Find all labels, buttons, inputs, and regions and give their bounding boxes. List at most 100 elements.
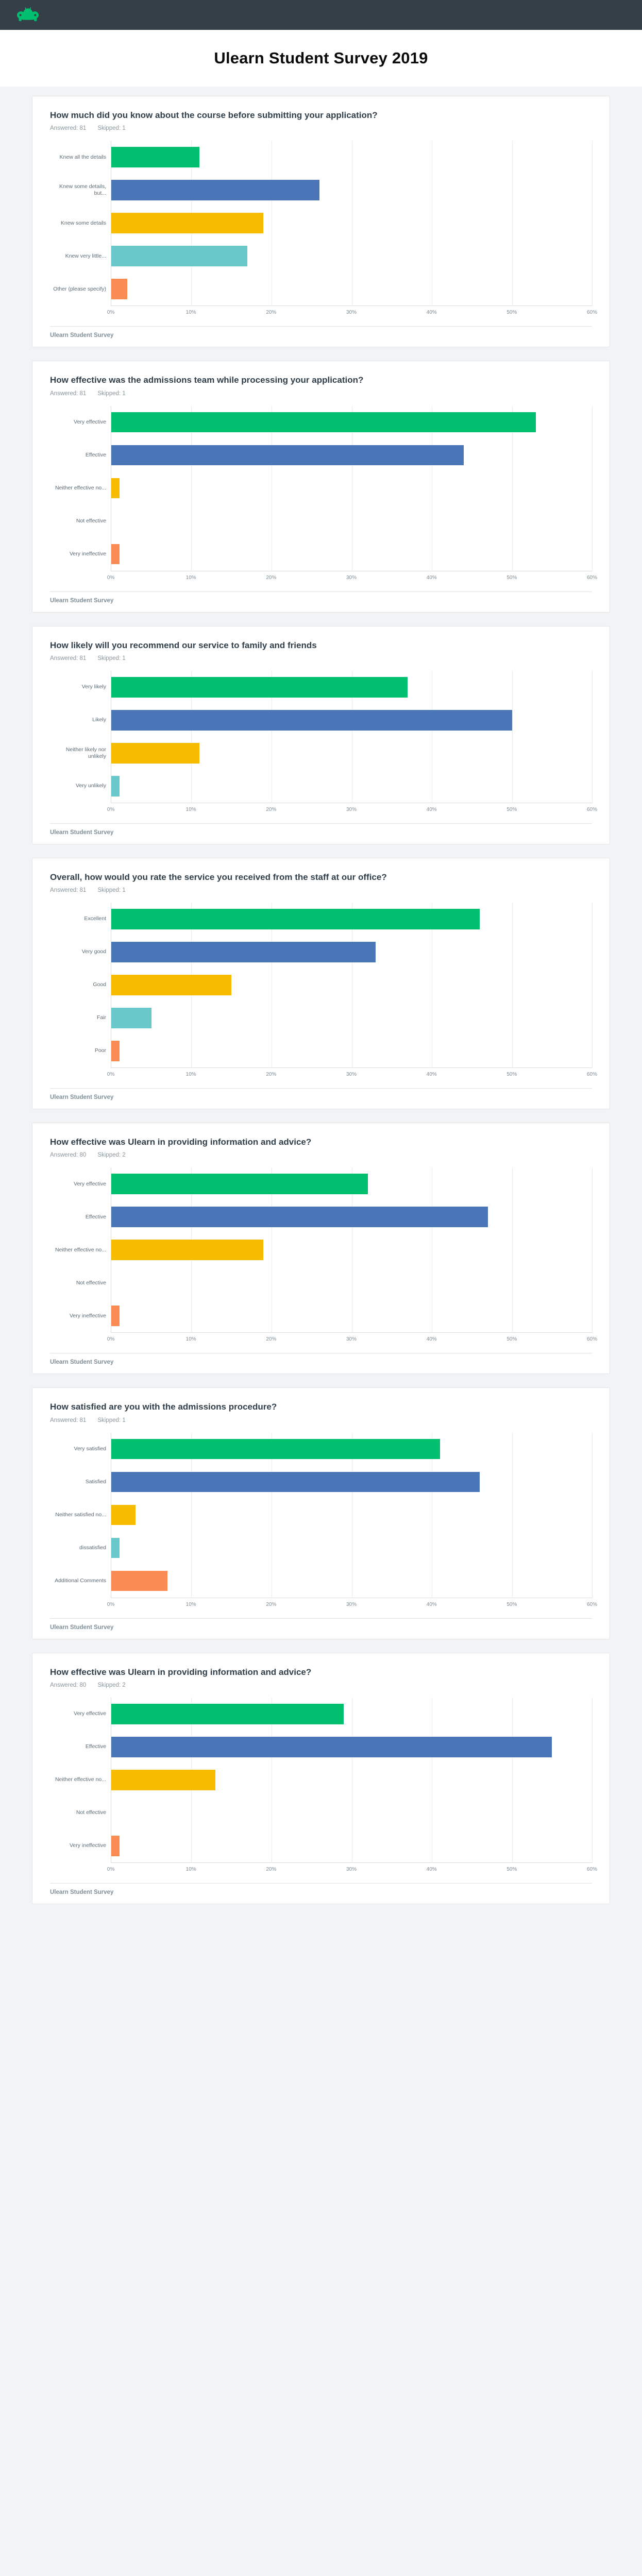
- bar[interactable]: [111, 147, 200, 168]
- question-response-meta: Answered: 81 Skipped: 1: [50, 655, 592, 662]
- bar[interactable]: [111, 445, 464, 466]
- bar-row[interactable]: [111, 505, 592, 538]
- bar[interactable]: [111, 775, 120, 796]
- bar-row[interactable]: [111, 1764, 592, 1797]
- bar[interactable]: [111, 1008, 151, 1028]
- bar-row[interactable]: [111, 538, 592, 571]
- category-label: Not effective: [76, 1279, 106, 1286]
- answered-count: Answered: 80: [50, 1152, 87, 1159]
- question-title: How satisfied are you with the admission…: [50, 1402, 277, 1412]
- bar-row[interactable]: [111, 439, 592, 472]
- bar-row[interactable]: [111, 1731, 592, 1764]
- bar[interactable]: [111, 1041, 120, 1061]
- card-footer-survey-name: Ulearn Student Survey: [50, 1883, 592, 1897]
- question-title: How much did you know about the course b…: [50, 110, 378, 120]
- category-label: Likely: [92, 717, 106, 723]
- bar-row[interactable]: [111, 704, 592, 737]
- bar-row[interactable]: [111, 1698, 592, 1731]
- surveymonkey-logo-icon[interactable]: [13, 7, 42, 23]
- bar-row[interactable]: [111, 1200, 592, 1233]
- x-axis-tick: 40%: [426, 574, 437, 581]
- bar[interactable]: [111, 412, 536, 433]
- bar[interactable]: [111, 1240, 264, 1261]
- bar-row[interactable]: [111, 903, 592, 936]
- bar[interactable]: [111, 1736, 552, 1757]
- question-response-meta: Answered: 80 Skipped: 2: [50, 1152, 592, 1158]
- survey-question-card: How satisfied are you with the admission…: [32, 1387, 610, 1639]
- bar-row[interactable]: [111, 273, 592, 306]
- bar-row[interactable]: [111, 1433, 592, 1466]
- bar[interactable]: [111, 279, 128, 300]
- x-axis-tick: 60%: [586, 1072, 598, 1077]
- bar-row[interactable]: [111, 1499, 592, 1532]
- bar-row[interactable]: [111, 737, 592, 770]
- answered-count: Answered: 81: [50, 887, 87, 893]
- x-axis-tick: 0%: [107, 1072, 115, 1077]
- bar-row[interactable]: [111, 141, 592, 174]
- card-body: How effective was the admissions team wh…: [32, 361, 610, 613]
- bar[interactable]: [111, 975, 232, 995]
- skipped-count: Skipped: 1: [97, 390, 126, 397]
- bar[interactable]: [111, 742, 200, 764]
- bar-row[interactable]: [111, 240, 592, 273]
- question-title: How effective was Ulearn in providing in…: [50, 1137, 312, 1147]
- bar-row[interactable]: [111, 1532, 592, 1565]
- bar[interactable]: [111, 1438, 440, 1460]
- category-label: Very good: [81, 948, 106, 955]
- bar[interactable]: [111, 1471, 480, 1493]
- bar-row[interactable]: [111, 406, 592, 439]
- bar[interactable]: [111, 1703, 344, 1724]
- bar[interactable]: [111, 1306, 120, 1327]
- bar[interactable]: [111, 909, 480, 929]
- bar[interactable]: [111, 1769, 216, 1790]
- bar[interactable]: [111, 676, 408, 698]
- bar-row[interactable]: [111, 936, 592, 969]
- bar[interactable]: [111, 246, 248, 267]
- bar[interactable]: [111, 1207, 488, 1228]
- bar[interactable]: [111, 709, 512, 731]
- bar-row[interactable]: [111, 770, 592, 803]
- card-footer-survey-name: Ulearn Student Survey: [50, 591, 592, 606]
- bar[interactable]: [111, 1537, 120, 1558]
- bar-row[interactable]: [111, 1565, 592, 1598]
- x-axis-tick: 40%: [426, 1601, 437, 1607]
- x-axis-tick-labels: 0% 10% 20% 30% 40% 50% 60%: [107, 807, 597, 815]
- x-axis-tick: 10%: [185, 310, 196, 316]
- question-response-meta: Answered: 81 Skipped: 1: [50, 1417, 592, 1423]
- bar[interactable]: [111, 942, 376, 962]
- category-label: Neither satisfied no...: [55, 1511, 106, 1518]
- question-response-meta: Answered: 81 Skipped: 1: [50, 887, 592, 893]
- bar[interactable]: [111, 1504, 136, 1526]
- bar-row[interactable]: [111, 207, 592, 240]
- bar[interactable]: [111, 1174, 368, 1195]
- x-axis-tick: 10%: [185, 1866, 196, 1872]
- question-title: How effective was the admissions team wh…: [50, 375, 364, 385]
- x-axis-tick: 30%: [346, 1072, 357, 1077]
- bar-chart: Very effective Effective Neither effective…: [50, 405, 593, 571]
- bar-row[interactable]: [111, 174, 592, 207]
- bar-row[interactable]: [111, 1299, 592, 1332]
- question-response-meta: Answered: 81 Skipped: 1: [50, 125, 592, 131]
- bar-row[interactable]: [111, 1466, 592, 1499]
- bar-row[interactable]: [111, 1167, 592, 1200]
- bar[interactable]: [111, 180, 320, 201]
- bar-row[interactable]: [111, 1233, 592, 1266]
- bar-row[interactable]: [111, 969, 592, 1002]
- bar-row[interactable]: [111, 1266, 592, 1299]
- bar-row[interactable]: [111, 472, 592, 505]
- plot-area: [111, 903, 593, 1068]
- bar[interactable]: [111, 544, 120, 565]
- bar-row[interactable]: [111, 1035, 592, 1067]
- bar[interactable]: [111, 213, 264, 234]
- bar-row[interactable]: [111, 671, 592, 704]
- bar[interactable]: [111, 1835, 120, 1856]
- x-axis-tick: 40%: [426, 1866, 437, 1872]
- bar-row[interactable]: [111, 1797, 592, 1829]
- bar[interactable]: [111, 478, 120, 499]
- plot-area: [111, 405, 593, 571]
- x-axis-tick: 30%: [346, 310, 357, 316]
- bar[interactable]: [111, 1570, 167, 1591]
- bar-row[interactable]: [111, 1829, 592, 1862]
- bar-row[interactable]: [111, 1002, 592, 1035]
- plot-area: [111, 1697, 593, 1863]
